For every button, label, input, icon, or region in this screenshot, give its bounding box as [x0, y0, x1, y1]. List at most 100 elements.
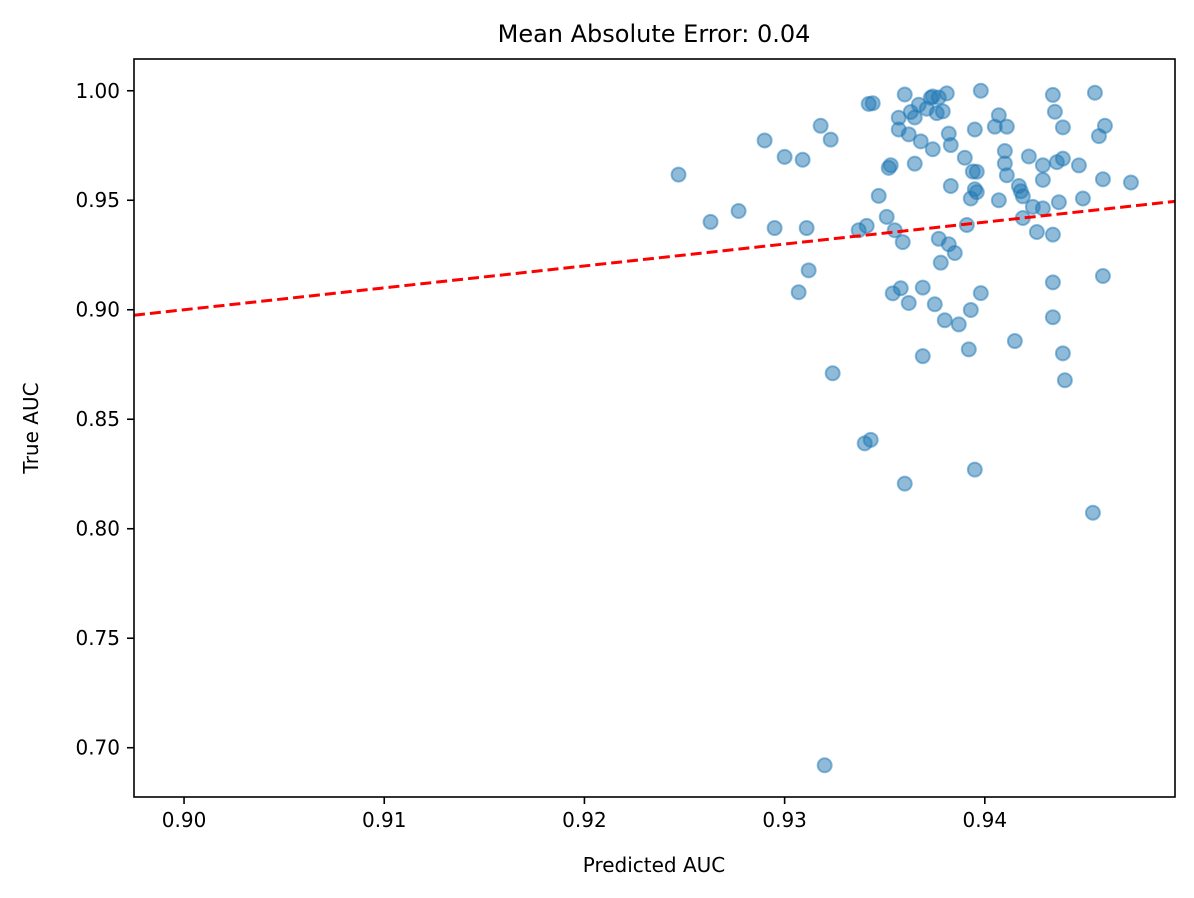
x-tick-label: 0.93 — [762, 808, 807, 832]
reference-line — [134, 199, 1175, 317]
x-tick-label: 0.94 — [963, 808, 1008, 832]
data-point — [776, 148, 793, 165]
x-tick-label: 0.91 — [362, 808, 407, 832]
y-axis-ticks: 0.70 0.75 0.80 0.85 0.90 0.95 1.00 — [75, 79, 134, 760]
data-point — [862, 431, 879, 448]
data-point — [1094, 268, 1111, 285]
data-point — [938, 85, 955, 102]
data-point — [962, 301, 979, 318]
data-point — [1034, 157, 1051, 174]
data-point — [730, 202, 747, 219]
data-point — [906, 155, 923, 172]
data-point — [990, 107, 1007, 124]
data-point — [1050, 194, 1067, 211]
data-point — [1006, 333, 1023, 350]
data-point — [878, 208, 895, 225]
data-point — [1044, 226, 1061, 243]
y-tick-label: 1.00 — [75, 79, 120, 103]
data-point — [950, 316, 967, 333]
y-tick-label: 0.70 — [75, 736, 120, 760]
data-point — [914, 279, 931, 296]
data-point — [1044, 309, 1061, 326]
data-point — [896, 86, 913, 103]
y-tick-label: 0.80 — [75, 517, 120, 541]
data-point — [998, 167, 1015, 184]
chart-title: Mean Absolute Error: 0.04 — [498, 20, 811, 48]
data-point — [924, 141, 941, 158]
x-tick-label: 0.90 — [162, 808, 207, 832]
data-point — [968, 163, 985, 180]
y-tick-label: 0.90 — [75, 298, 120, 322]
data-point — [1044, 274, 1061, 291]
data-point — [914, 348, 931, 365]
data-point — [1054, 119, 1071, 136]
data-point — [1054, 345, 1071, 362]
data-point — [946, 245, 963, 262]
axes-frame — [133, 58, 1176, 798]
data-point — [912, 133, 929, 150]
data-point — [1014, 188, 1031, 205]
data-point — [900, 126, 917, 143]
data-point — [1086, 84, 1103, 101]
data-point — [900, 294, 917, 311]
data-point — [968, 184, 985, 201]
data-point — [812, 117, 829, 134]
data-point — [702, 213, 719, 230]
data-point — [756, 132, 773, 149]
data-point — [882, 157, 899, 174]
data-point — [966, 461, 983, 478]
data-point — [972, 285, 989, 302]
data-point — [1020, 148, 1037, 165]
y-tick-label: 0.85 — [75, 407, 120, 431]
data-point — [800, 262, 817, 279]
data-point — [870, 187, 887, 204]
data-point — [822, 131, 839, 148]
data-point — [1044, 86, 1061, 103]
data-point — [1056, 372, 1073, 389]
data-point — [1034, 200, 1051, 217]
data-point — [816, 757, 833, 774]
data-point — [1122, 174, 1139, 191]
data-point — [766, 220, 783, 237]
data-point — [942, 178, 959, 195]
data-point — [1046, 103, 1063, 120]
data-point — [1070, 157, 1087, 174]
data-point — [1054, 150, 1071, 167]
data-points — [670, 82, 1139, 774]
data-point — [1094, 171, 1111, 188]
data-point — [1096, 117, 1113, 134]
x-axis-label: Predicted AUC — [583, 853, 726, 877]
data-point — [926, 296, 943, 313]
data-point — [894, 234, 911, 251]
data-point — [936, 312, 953, 329]
data-point — [932, 254, 949, 271]
plot-area — [133, 58, 1176, 798]
data-point — [896, 475, 913, 492]
y-tick-label: 0.95 — [75, 188, 120, 212]
data-point — [892, 280, 909, 297]
data-point — [934, 103, 951, 120]
data-point — [670, 166, 687, 183]
data-point — [1074, 190, 1091, 207]
data-point — [972, 82, 989, 99]
data-point — [990, 192, 1007, 209]
data-point — [1034, 171, 1051, 188]
data-point — [960, 341, 977, 358]
data-point — [790, 284, 807, 301]
data-point — [858, 217, 875, 234]
data-point — [956, 149, 973, 166]
x-tick-label: 0.92 — [562, 808, 607, 832]
x-axis-ticks: 0.90 0.91 0.92 0.93 0.94 — [162, 797, 1007, 832]
data-point — [1084, 504, 1101, 521]
data-point — [798, 220, 815, 237]
y-axis-label: True AUC — [19, 382, 43, 474]
data-point — [824, 365, 841, 382]
data-point — [966, 121, 983, 138]
y-tick-label: 0.75 — [75, 626, 120, 650]
data-point — [942, 137, 959, 154]
data-point — [864, 95, 881, 112]
data-point — [794, 151, 811, 168]
data-point — [998, 118, 1015, 135]
